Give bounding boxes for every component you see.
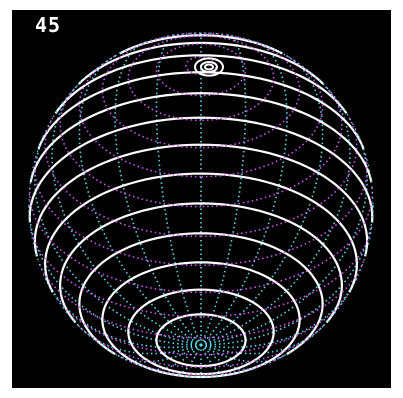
meridian-line-643 bbox=[200, 81, 351, 346]
meridian-line-867 bbox=[200, 344, 289, 363]
latitude-back-line-18 bbox=[37, 260, 202, 339]
latitude-front-line-31 bbox=[37, 71, 365, 150]
latitude-front-line-11 bbox=[58, 202, 344, 324]
meridian-line-601 bbox=[200, 41, 288, 346]
latitude-front-line-5 bbox=[101, 261, 301, 379]
latitude-back-line-10 bbox=[78, 325, 202, 368]
latitude-back-line-16 bbox=[200, 296, 348, 356]
meridian-line-621 bbox=[200, 54, 324, 346]
meridian-line-398 bbox=[28, 204, 202, 346]
latitude-back-line-6 bbox=[119, 355, 202, 376]
latitude-back-line-20 bbox=[200, 260, 365, 339]
meridian-line-547 bbox=[155, 34, 202, 346]
latitude-back-line-12 bbox=[200, 325, 324, 368]
latitude-front-line-23 bbox=[28, 116, 374, 223]
pole-ring-0 bbox=[194, 57, 224, 77]
latitude-back-line-26 bbox=[28, 187, 202, 294]
latitude-back-line-44 bbox=[200, 55, 324, 178]
latitude-back-line-42 bbox=[78, 55, 202, 178]
sphere-outline bbox=[28, 32, 374, 378]
meridian-line-478 bbox=[51, 81, 202, 346]
pole-ring-2 bbox=[204, 63, 214, 71]
latitude-back-line-32 bbox=[200, 153, 368, 267]
latitude-back-line-24 bbox=[200, 227, 373, 318]
meridian-line-583 bbox=[200, 34, 247, 346]
meridian-line-505 bbox=[78, 54, 202, 346]
latitude-back-line-48 bbox=[127, 35, 275, 122]
latitude-back-line-46 bbox=[101, 32, 301, 149]
frame-counter: 45 bbox=[35, 13, 62, 37]
latitude-back-line-22 bbox=[29, 227, 202, 318]
meridian-line-527 bbox=[114, 41, 202, 346]
latitude-back-line-40 bbox=[200, 86, 343, 208]
latitude-front-line-3 bbox=[127, 288, 275, 376]
pole-ring-1 bbox=[200, 61, 218, 73]
latitude-back-line-14 bbox=[54, 296, 202, 356]
latitude-front-line-39 bbox=[78, 41, 324, 85]
latitude-back-line-36 bbox=[200, 117, 358, 238]
latitude-front-line-19 bbox=[33, 143, 369, 257]
latitude-back-line-28 bbox=[200, 187, 374, 294]
latitude-front-line-43 bbox=[119, 34, 283, 55]
wireframe-sphere bbox=[28, 32, 374, 379]
latitude-back-line-30 bbox=[34, 153, 202, 267]
latitude-back-line-52 bbox=[185, 55, 217, 76]
latitude-front-line-27 bbox=[29, 92, 373, 183]
latitude-front-line-1 bbox=[155, 313, 247, 368]
latitude-front-line-35 bbox=[54, 54, 348, 115]
latitude-back-line-50 bbox=[155, 43, 247, 97]
meridian-line-705 bbox=[200, 204, 374, 346]
meridian-line-214 bbox=[113, 344, 202, 363]
latitude-front-line-15 bbox=[43, 172, 359, 293]
latitude-front-line-7 bbox=[78, 232, 324, 355]
latitude-back-line-34 bbox=[44, 117, 202, 238]
render-canvas: 45 bbox=[12, 10, 391, 388]
